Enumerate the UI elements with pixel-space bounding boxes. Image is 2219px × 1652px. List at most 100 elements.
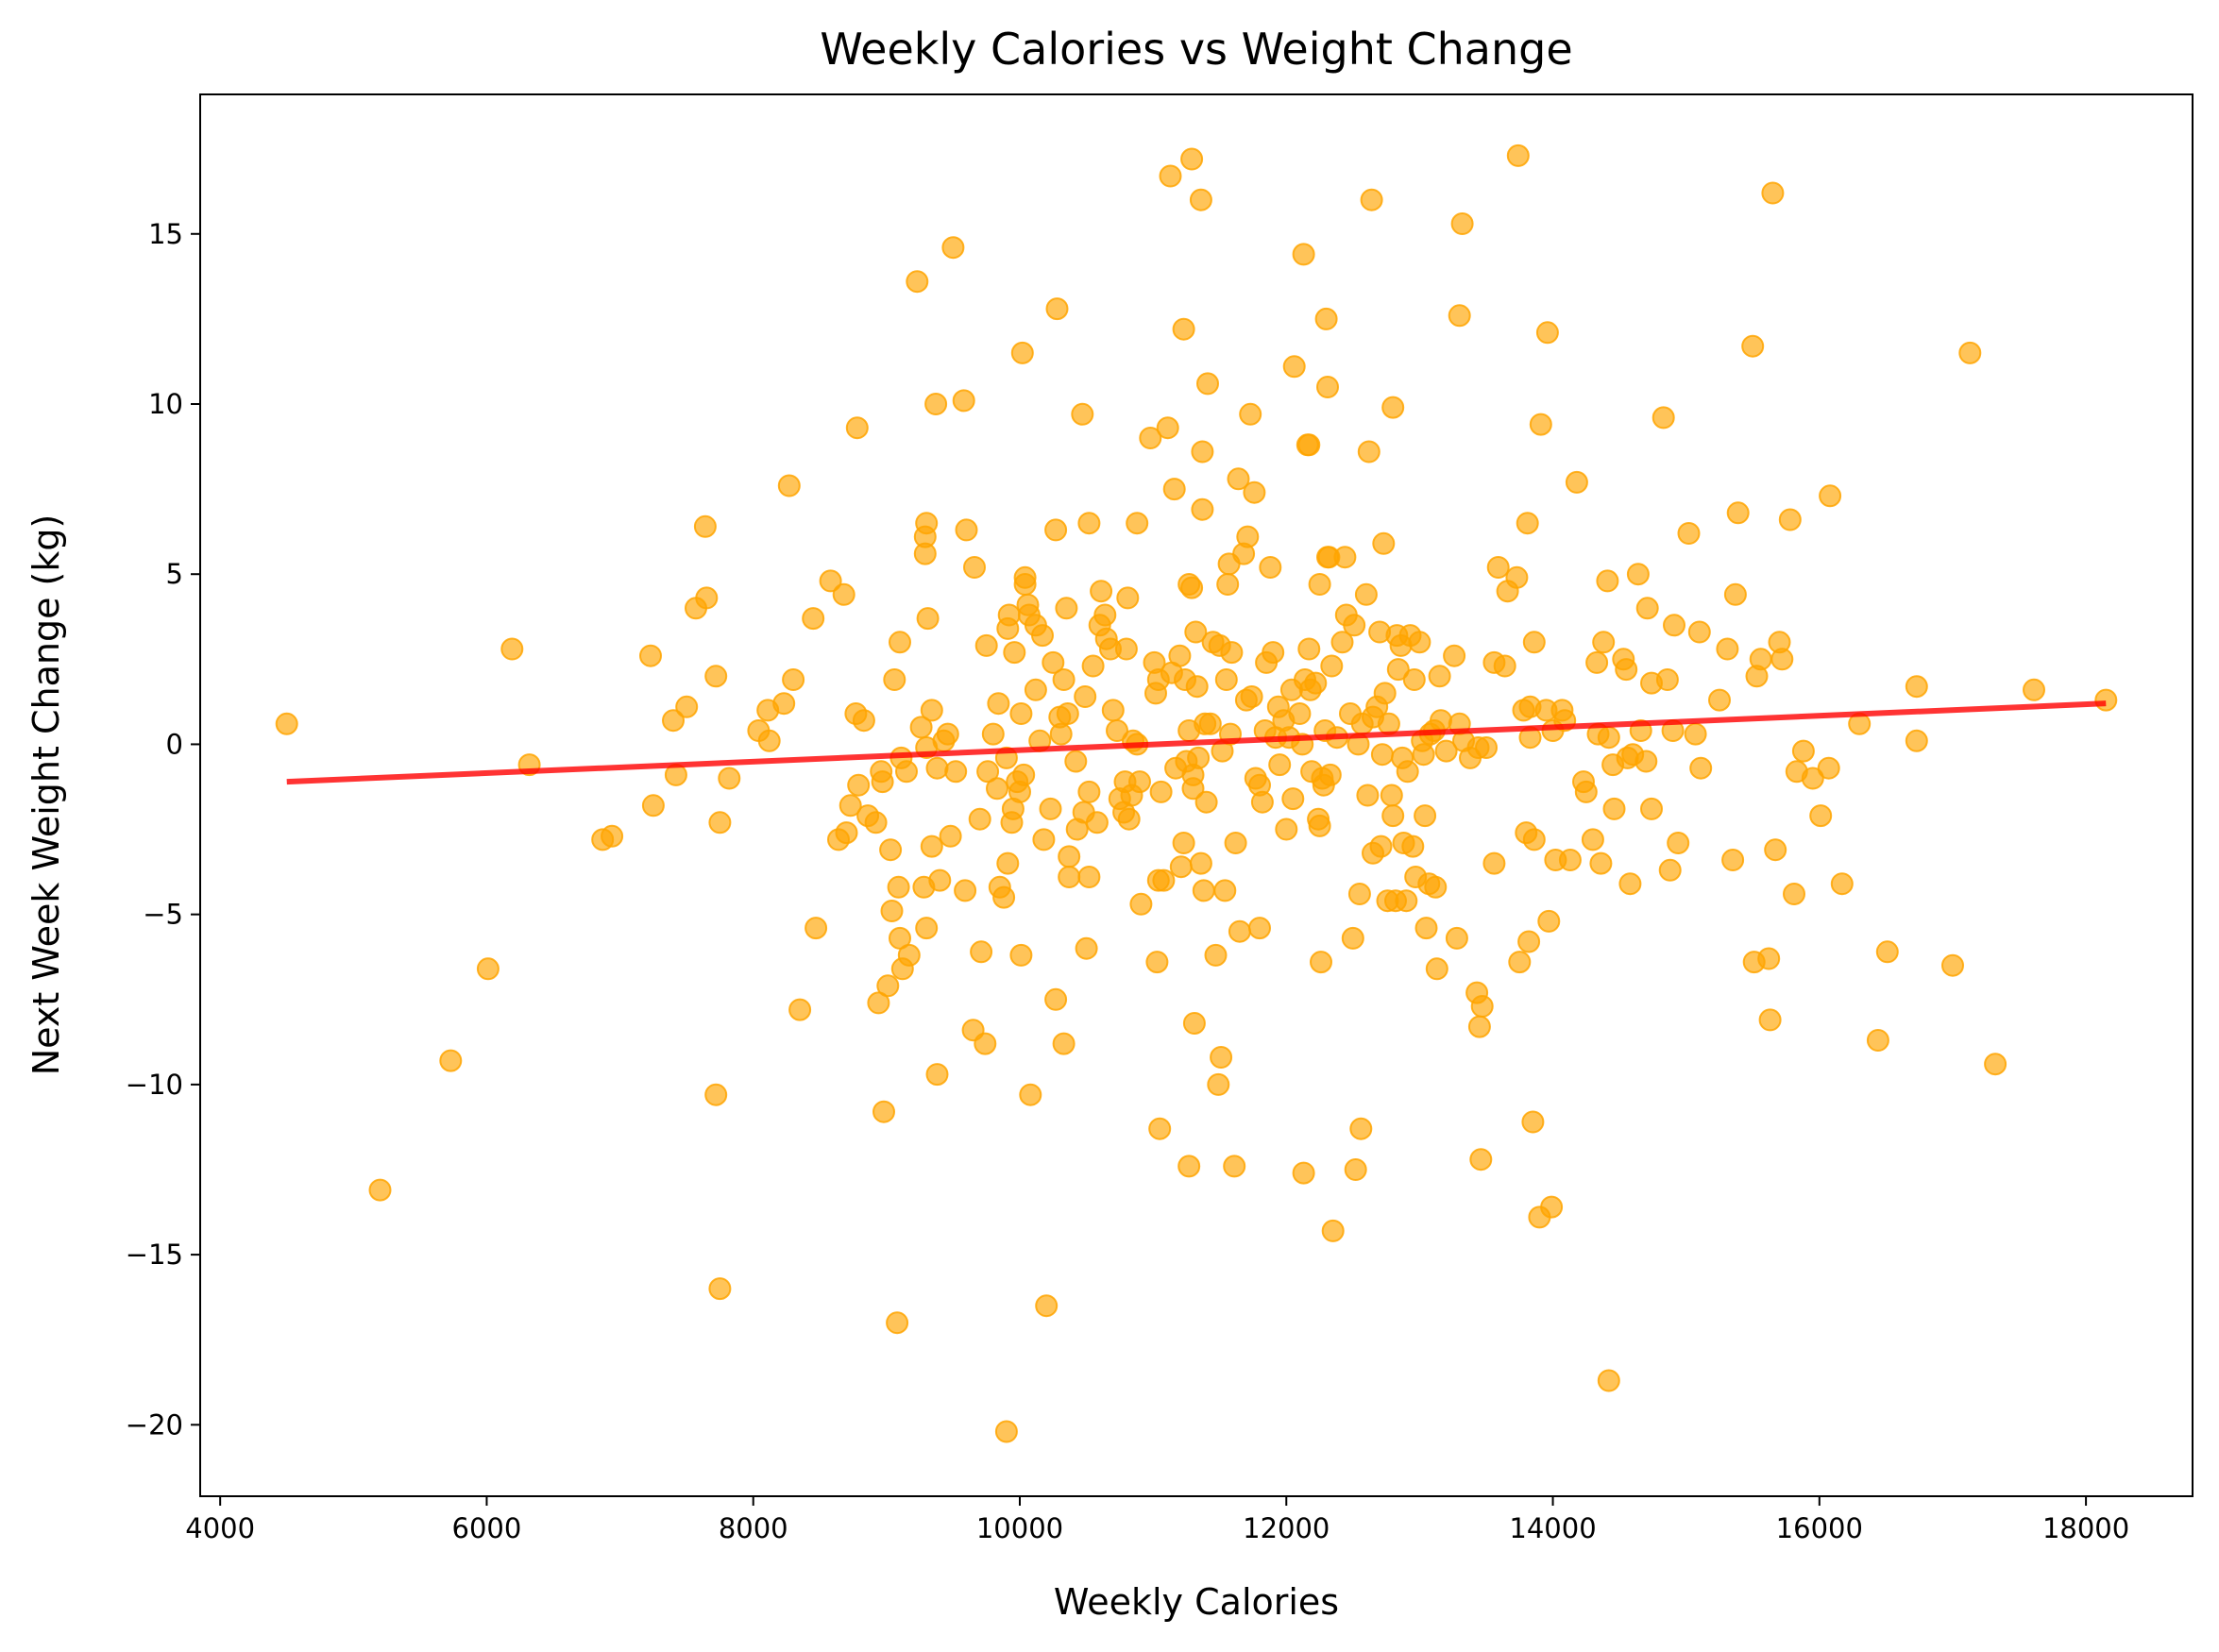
data-point xyxy=(1187,746,1211,769)
data-point xyxy=(1129,892,1153,916)
data-point xyxy=(987,692,1010,716)
data-point xyxy=(1716,637,1739,661)
data-point xyxy=(1049,722,1073,746)
data-point xyxy=(1172,832,1195,854)
data-point xyxy=(879,838,903,862)
data-point xyxy=(1428,665,1451,688)
data-point xyxy=(1181,777,1205,801)
trend-line xyxy=(286,700,2107,785)
data-point xyxy=(1529,413,1552,436)
data-point xyxy=(1114,637,1138,661)
data-point xyxy=(981,722,1005,746)
data-point xyxy=(1052,668,1076,691)
data-point xyxy=(1333,546,1357,569)
data-point xyxy=(1615,658,1638,682)
data-point xyxy=(1408,631,1431,654)
data-point xyxy=(1761,181,1785,205)
y-tick-label: −15 xyxy=(126,1239,183,1271)
data-point xyxy=(1357,440,1381,464)
data-point xyxy=(1288,702,1312,725)
data-point xyxy=(1210,1046,1233,1069)
data-point xyxy=(1354,582,1378,606)
data-point xyxy=(1101,699,1125,722)
data-point xyxy=(1239,402,1262,426)
data-point xyxy=(1223,1155,1246,1178)
data-point xyxy=(1148,1117,1172,1140)
data-point xyxy=(1310,951,1332,974)
data-point xyxy=(1316,376,1339,398)
data-point xyxy=(1764,838,1787,862)
data-point xyxy=(1596,569,1619,593)
data-point xyxy=(1380,784,1403,807)
data-point xyxy=(1044,518,1068,542)
data-point xyxy=(1220,641,1244,665)
data-point xyxy=(952,389,975,413)
data-point xyxy=(1185,675,1209,699)
data-point xyxy=(772,692,796,716)
data-point xyxy=(1677,522,1701,545)
data-point xyxy=(1275,818,1298,841)
data-point xyxy=(1149,780,1173,803)
data-point xyxy=(1941,953,1964,977)
data-point xyxy=(986,777,1008,801)
data-point xyxy=(1085,811,1109,834)
data-point xyxy=(1228,919,1251,943)
data-point xyxy=(906,270,929,294)
data-point xyxy=(1010,341,1034,364)
data-point xyxy=(1663,614,1685,637)
data-point xyxy=(1377,712,1400,735)
data-point xyxy=(708,1277,732,1301)
data-point xyxy=(1770,648,1794,671)
data-point xyxy=(1224,832,1247,854)
data-point xyxy=(1689,756,1713,780)
y-tick-label: −20 xyxy=(126,1408,183,1441)
data-point xyxy=(1058,845,1081,868)
data-point xyxy=(838,794,862,818)
plot-frame xyxy=(199,93,2194,1497)
data-point xyxy=(1106,719,1128,742)
data-point xyxy=(1652,406,1675,430)
data-point xyxy=(1236,525,1260,548)
data-point xyxy=(601,824,624,848)
data-point xyxy=(1640,797,1663,820)
data-point xyxy=(887,875,910,899)
data-point xyxy=(1381,804,1405,828)
y-tick-label: −10 xyxy=(126,1069,183,1101)
data-point xyxy=(788,998,812,1021)
data-point xyxy=(1044,987,1068,1011)
data-point xyxy=(1268,753,1292,777)
data-point xyxy=(1482,851,1506,875)
data-point xyxy=(1905,729,1928,752)
data-point xyxy=(1227,467,1250,491)
data-point xyxy=(1013,565,1037,589)
data-point xyxy=(1031,624,1054,648)
data-point xyxy=(1369,834,1393,858)
trend-line-layer xyxy=(286,700,2107,785)
data-point xyxy=(1248,917,1271,940)
data-point xyxy=(1791,739,1815,763)
data-point xyxy=(1450,212,1474,235)
data-point xyxy=(835,821,858,845)
data-point xyxy=(1056,702,1079,725)
data-point xyxy=(832,582,855,606)
x-axis-label: Weekly Calories xyxy=(1054,1581,1339,1623)
y-axis-label: Next Week Weight Change (kg) xyxy=(25,514,67,1076)
data-point xyxy=(639,644,662,667)
data-point xyxy=(970,940,993,964)
data-point xyxy=(1721,849,1745,871)
data-point xyxy=(1905,675,1928,699)
data-point xyxy=(1126,512,1149,535)
data-point xyxy=(944,760,968,784)
data-point xyxy=(1708,688,1731,712)
data-point xyxy=(1192,879,1215,902)
data-point xyxy=(1565,470,1588,494)
data-point xyxy=(500,637,524,661)
data-point xyxy=(1152,868,1176,892)
data-point xyxy=(1370,743,1394,767)
data-point xyxy=(1009,943,1033,967)
data-point xyxy=(867,991,890,1015)
data-point xyxy=(1191,497,1214,521)
data-point xyxy=(1809,804,1833,828)
data-point xyxy=(1308,573,1331,596)
data-point xyxy=(1090,580,1113,603)
